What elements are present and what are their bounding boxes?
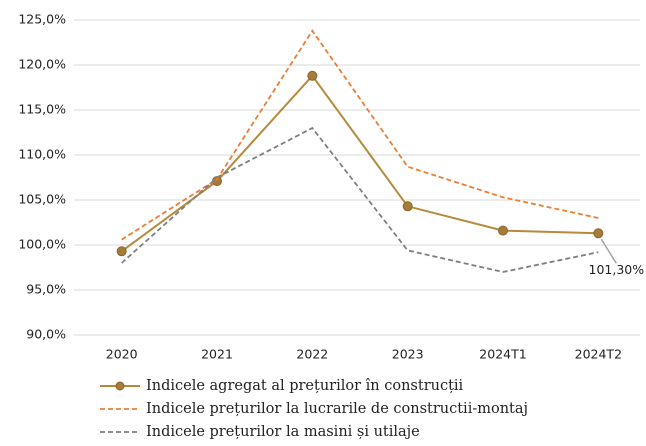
y-tick-label: 95,0% (26, 282, 66, 297)
legend-label: Indicele prețurilor la lucrarile de cons… (146, 401, 528, 417)
y-tick-label: 105,0% (18, 192, 66, 207)
x-tick-label: 2023 (392, 347, 424, 362)
point-marker (498, 225, 508, 236)
legend-marker (115, 381, 125, 391)
x-tick-label: 2024T1 (479, 347, 526, 362)
y-tick-label: 120,0% (18, 57, 66, 72)
data-label: 101,30% (589, 262, 645, 277)
series-line (121, 29, 599, 241)
point-marker (116, 246, 127, 257)
series-line (121, 74, 599, 253)
x-tick-label: 2022 (296, 347, 328, 362)
point-marker (402, 201, 413, 212)
series-line (121, 126, 599, 273)
y-tick-label: 100,0% (18, 237, 66, 252)
legend-label: Indicele prețurilor la masini și utilaje (146, 424, 420, 440)
y-tick-label: 110,0% (18, 147, 66, 162)
x-tick-label: 2020 (106, 347, 138, 362)
y-tick-label: 115,0% (18, 102, 66, 117)
y-tick-label: 90,0% (26, 327, 66, 342)
legend: Indicele agregat al prețurilor în constr… (100, 378, 528, 440)
point-marker (307, 70, 318, 81)
legend-label: Indicele agregat al prețurilor în constr… (146, 378, 464, 394)
point-marker (593, 228, 604, 239)
x-tick-label: 2024T2 (575, 347, 622, 362)
leader-line (600, 238, 617, 264)
x-tick-label: 2021 (201, 347, 233, 362)
y-tick-label: 125,0% (18, 12, 66, 27)
